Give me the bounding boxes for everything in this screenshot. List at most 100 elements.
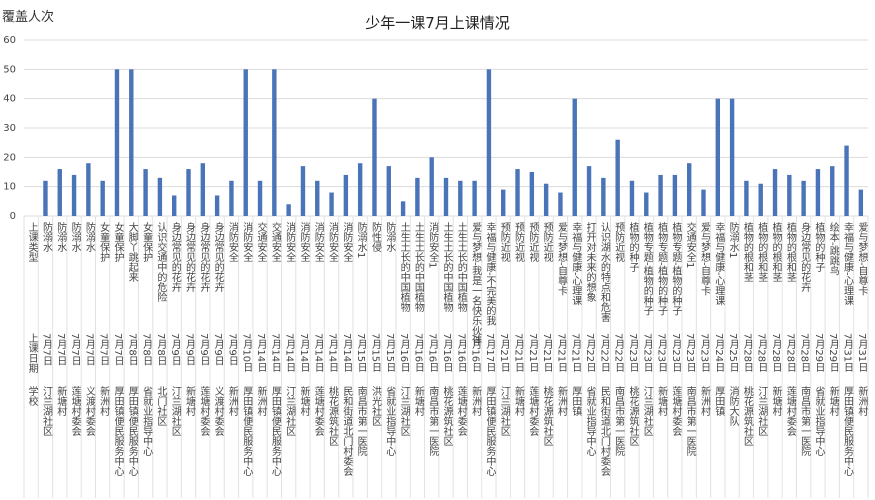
bar: [486, 69, 492, 216]
category-label: 幸福与健康-心理课: [712, 222, 724, 306]
bar: [186, 169, 191, 216]
bar: [830, 166, 835, 216]
school-label: 义渡村委会: [83, 386, 95, 436]
date-label: 7月25日: [727, 333, 739, 373]
chart-title: 少年一课7月上课情况: [365, 14, 510, 32]
date-label: 7月23日: [698, 333, 710, 373]
bar: [801, 180, 806, 216]
bar: [57, 169, 62, 216]
school-label: 莲塘村委会: [197, 386, 209, 436]
category-label: 认识交通中的危险: [154, 222, 166, 302]
date-label: 7月14日: [297, 333, 309, 373]
date-label: 7月29日: [827, 333, 839, 373]
date-label: 7月7日: [97, 333, 109, 366]
school-label: 新塘村: [512, 386, 524, 416]
category-label: 消防安全: [283, 222, 295, 262]
date-label: 7月29日: [812, 333, 824, 373]
date-label: 7月23日: [655, 333, 667, 373]
school-label: 厚田镇便民服务中心: [483, 386, 495, 476]
school-label: 消防大队: [727, 386, 739, 426]
y-tick-label: 30: [3, 123, 16, 134]
school-label: 新塘村: [54, 386, 66, 416]
school-label: 厚田镇便民服务中心: [269, 386, 281, 476]
date-label: 7月7日: [40, 333, 52, 366]
category-label: 消防安全: [340, 222, 352, 262]
date-label: 7月7日: [111, 333, 123, 366]
school-label: 新塘村: [827, 386, 839, 416]
school-label: 新洲村: [698, 386, 710, 416]
school-label: 义渡村委会: [212, 386, 224, 436]
bar: [315, 180, 320, 216]
category-label: 植物的根和茎: [784, 222, 796, 282]
bar: [672, 174, 678, 216]
category-label: 爱与梦想-自尊卡: [855, 222, 867, 296]
category-label: 植物的根和茎: [755, 222, 767, 282]
category-label: 防溺水: [383, 222, 395, 252]
bar: [515, 169, 520, 216]
date-label: 7月15日: [369, 333, 381, 373]
bar: [458, 180, 463, 216]
y-tick-label: 60: [3, 35, 16, 46]
bar: [300, 166, 306, 216]
bar: [758, 183, 763, 216]
bar: [858, 189, 864, 216]
school-label: 莲塘村委会: [455, 386, 467, 436]
school-label: 桃花源筑社区: [741, 386, 753, 446]
category-label: 土生土长的中国植物: [455, 222, 467, 312]
category-label: 女童保护: [97, 222, 109, 262]
category-label: 女童保护: [140, 222, 152, 262]
school-label: 莲塘村委会: [312, 386, 324, 436]
school-label: 省就业指导中心: [383, 386, 395, 456]
date-label: 7月23日: [641, 333, 653, 373]
bar: [701, 189, 706, 216]
bar: [329, 192, 334, 216]
bar: [243, 69, 248, 216]
category-label: 植物专题-植物的种子: [641, 222, 653, 316]
bar: [86, 163, 91, 216]
date-label: 7月14日: [283, 333, 295, 373]
y-tick-label: 20: [3, 152, 16, 163]
school-label: 汀兰湖社区: [755, 386, 767, 436]
school-label: 新洲村: [97, 386, 109, 416]
bar: [787, 174, 792, 216]
category-label: 认识湖水的特点和危害: [598, 222, 610, 322]
category-label: 植物专题-植物的种子: [669, 222, 681, 316]
school-label: 桃花源筑社区: [541, 386, 553, 446]
school-label: 民和街道北门村委会: [340, 386, 352, 476]
category-label: 消防安全: [312, 222, 324, 262]
category-label: 防溺水: [83, 222, 95, 252]
date-label: 7月14日: [255, 333, 267, 373]
date-label: 7月16日: [426, 333, 438, 373]
bar: [172, 195, 177, 216]
school-label: 南昌市第一医院: [426, 386, 438, 456]
bar: [844, 145, 849, 216]
date-label: 7月8日: [140, 333, 152, 366]
category-label: 土生土长的中国植物: [398, 222, 410, 312]
bar: [343, 174, 349, 216]
category-label: 植物专题-植物的种子: [655, 222, 667, 316]
category-label: 消防安全1: [426, 222, 438, 269]
category-label: 消防安全: [226, 222, 238, 262]
school-label: 汀兰湖社区: [283, 386, 295, 436]
category-label: 植物的根和茎: [770, 222, 782, 282]
school-label: 省就业指导中心: [812, 386, 824, 456]
bar: [386, 166, 391, 216]
category-label: 交通安全: [269, 222, 281, 262]
school-label: 新洲村: [855, 386, 867, 416]
bar: [644, 192, 649, 216]
bar: [558, 192, 563, 216]
bar: [257, 180, 263, 216]
bar: [815, 169, 821, 216]
date-label: 7月7日: [54, 333, 66, 366]
bar: [729, 98, 735, 216]
school-label: 桃花源筑社区: [441, 386, 452, 446]
category-label: 预防近视: [512, 222, 524, 262]
category-label: 身边常见的花卉: [169, 222, 181, 292]
school-label: 民和街道北门村委会: [598, 386, 610, 476]
date-label: 7月21日: [512, 333, 524, 373]
bar: [543, 183, 549, 216]
category-label: 防溺水: [40, 222, 52, 252]
bar: [214, 195, 220, 216]
school-label: 新洲村: [555, 386, 567, 416]
school-label: 北门社区: [154, 386, 166, 426]
